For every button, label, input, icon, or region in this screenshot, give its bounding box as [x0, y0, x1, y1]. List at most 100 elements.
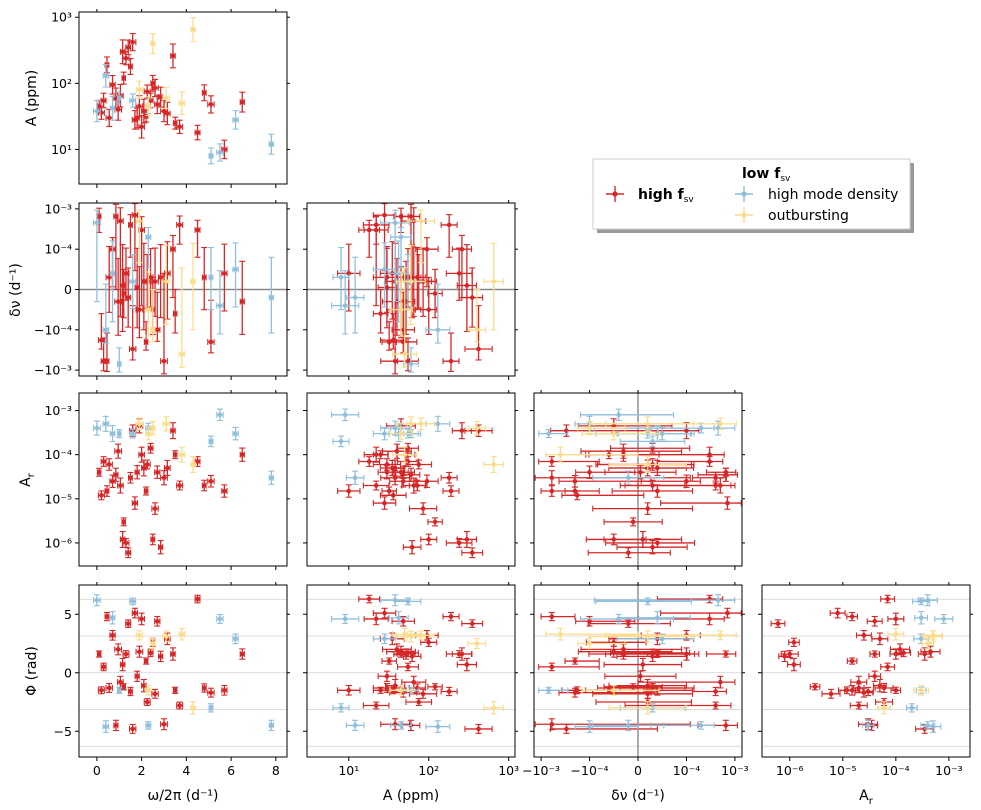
data-marker [725, 610, 730, 616]
data-marker [177, 483, 182, 488]
data-marker [384, 285, 390, 290]
data-marker [491, 462, 497, 467]
data-point-outburst [162, 416, 171, 432]
data-marker [110, 82, 115, 88]
data-point-high [456, 244, 478, 333]
data-marker [392, 475, 398, 481]
data-point-high [207, 474, 215, 488]
data-point-high [96, 207, 103, 234]
data-point-high [160, 272, 168, 375]
data-marker [611, 688, 617, 693]
data-marker [165, 111, 170, 116]
data-marker [94, 108, 100, 114]
data-point-outburst [162, 244, 171, 325]
data-marker [723, 723, 729, 728]
data-marker [121, 75, 127, 81]
data-marker [382, 610, 387, 616]
x-tick-label: 10⁻⁶ [776, 763, 804, 778]
data-marker [128, 64, 133, 69]
data-point-high [788, 637, 800, 647]
data-point-high [169, 234, 176, 299]
data-marker [346, 488, 352, 494]
data-marker [139, 227, 144, 233]
x-tick-label: 0 [93, 763, 101, 778]
data-marker [123, 651, 129, 657]
data-point-high [691, 471, 727, 484]
data-point-dense [268, 470, 275, 485]
data-marker [233, 267, 238, 272]
data-marker [346, 271, 352, 276]
data-point-high [580, 443, 683, 459]
data-point-dense [232, 242, 239, 308]
data-point-high [221, 139, 228, 160]
data-point-dense [145, 721, 152, 730]
data-marker [698, 425, 704, 431]
data-marker [638, 673, 643, 679]
data-marker [217, 150, 223, 155]
data-point-high [172, 450, 179, 460]
data-marker [137, 103, 142, 109]
panel-phi-vs-freq: 0 2 4 6 8 −5 0 5 [54, 582, 290, 778]
data-marker [901, 650, 906, 656]
data-marker [201, 275, 207, 280]
data-point-dense [390, 226, 412, 269]
data-marker [352, 295, 358, 300]
axis-label-Ar: Ar [18, 472, 37, 487]
data-point-high [697, 467, 738, 482]
data-marker [217, 303, 223, 308]
data-point-high [595, 698, 692, 706]
data-marker [163, 634, 169, 639]
data-point-high [869, 650, 881, 658]
data-point-dense [332, 703, 350, 713]
data-point-outburst [149, 637, 156, 650]
y-tick-label: 0 [64, 282, 72, 297]
data-marker [110, 615, 115, 621]
data-marker [723, 651, 729, 657]
legend: high fsv low fsv high mode density outbu… [592, 158, 914, 233]
data-marker [650, 439, 655, 444]
data-marker [474, 425, 480, 431]
data-point-dense [345, 470, 365, 485]
data-point-dense [145, 226, 152, 269]
data-marker [222, 688, 227, 693]
data-marker [128, 222, 133, 228]
data-marker [402, 452, 407, 457]
data-point-high [358, 594, 381, 604]
data-point-outburst [178, 267, 186, 368]
data-point-dense [861, 719, 875, 732]
data-marker [893, 631, 899, 637]
data-marker [110, 633, 115, 638]
data-point-dense [232, 110, 239, 130]
legend-low-header: low fsv [742, 166, 791, 184]
data-marker [474, 327, 480, 333]
data-point-high [440, 471, 458, 484]
data-point-high [97, 686, 105, 695]
data-marker [113, 472, 119, 478]
data-point-high [381, 321, 397, 351]
data-point-high [592, 502, 694, 515]
data-marker [403, 651, 409, 657]
data-marker [163, 421, 169, 427]
y-tick-label: −5 [54, 724, 72, 739]
data-point-outburst [483, 455, 504, 473]
data-marker [154, 327, 160, 333]
data-marker [448, 358, 454, 364]
data-marker [424, 478, 430, 484]
data-point-dense [331, 270, 360, 335]
data-marker [474, 641, 480, 646]
data-point-high [385, 678, 406, 693]
data-marker [861, 633, 867, 638]
data-point-high [420, 637, 438, 647]
data-marker [146, 688, 151, 693]
data-marker [143, 488, 149, 494]
y-tick-label: 10¹ [51, 142, 72, 157]
panel-dnu-vs-A [303, 200, 518, 380]
data-marker [546, 431, 551, 436]
data-marker [104, 488, 110, 494]
data-point-dense [216, 270, 224, 335]
data-marker [930, 634, 936, 639]
data-marker [146, 234, 151, 240]
data-point-high [112, 719, 119, 732]
data-point-outburst [135, 630, 144, 641]
data-marker [469, 621, 475, 626]
